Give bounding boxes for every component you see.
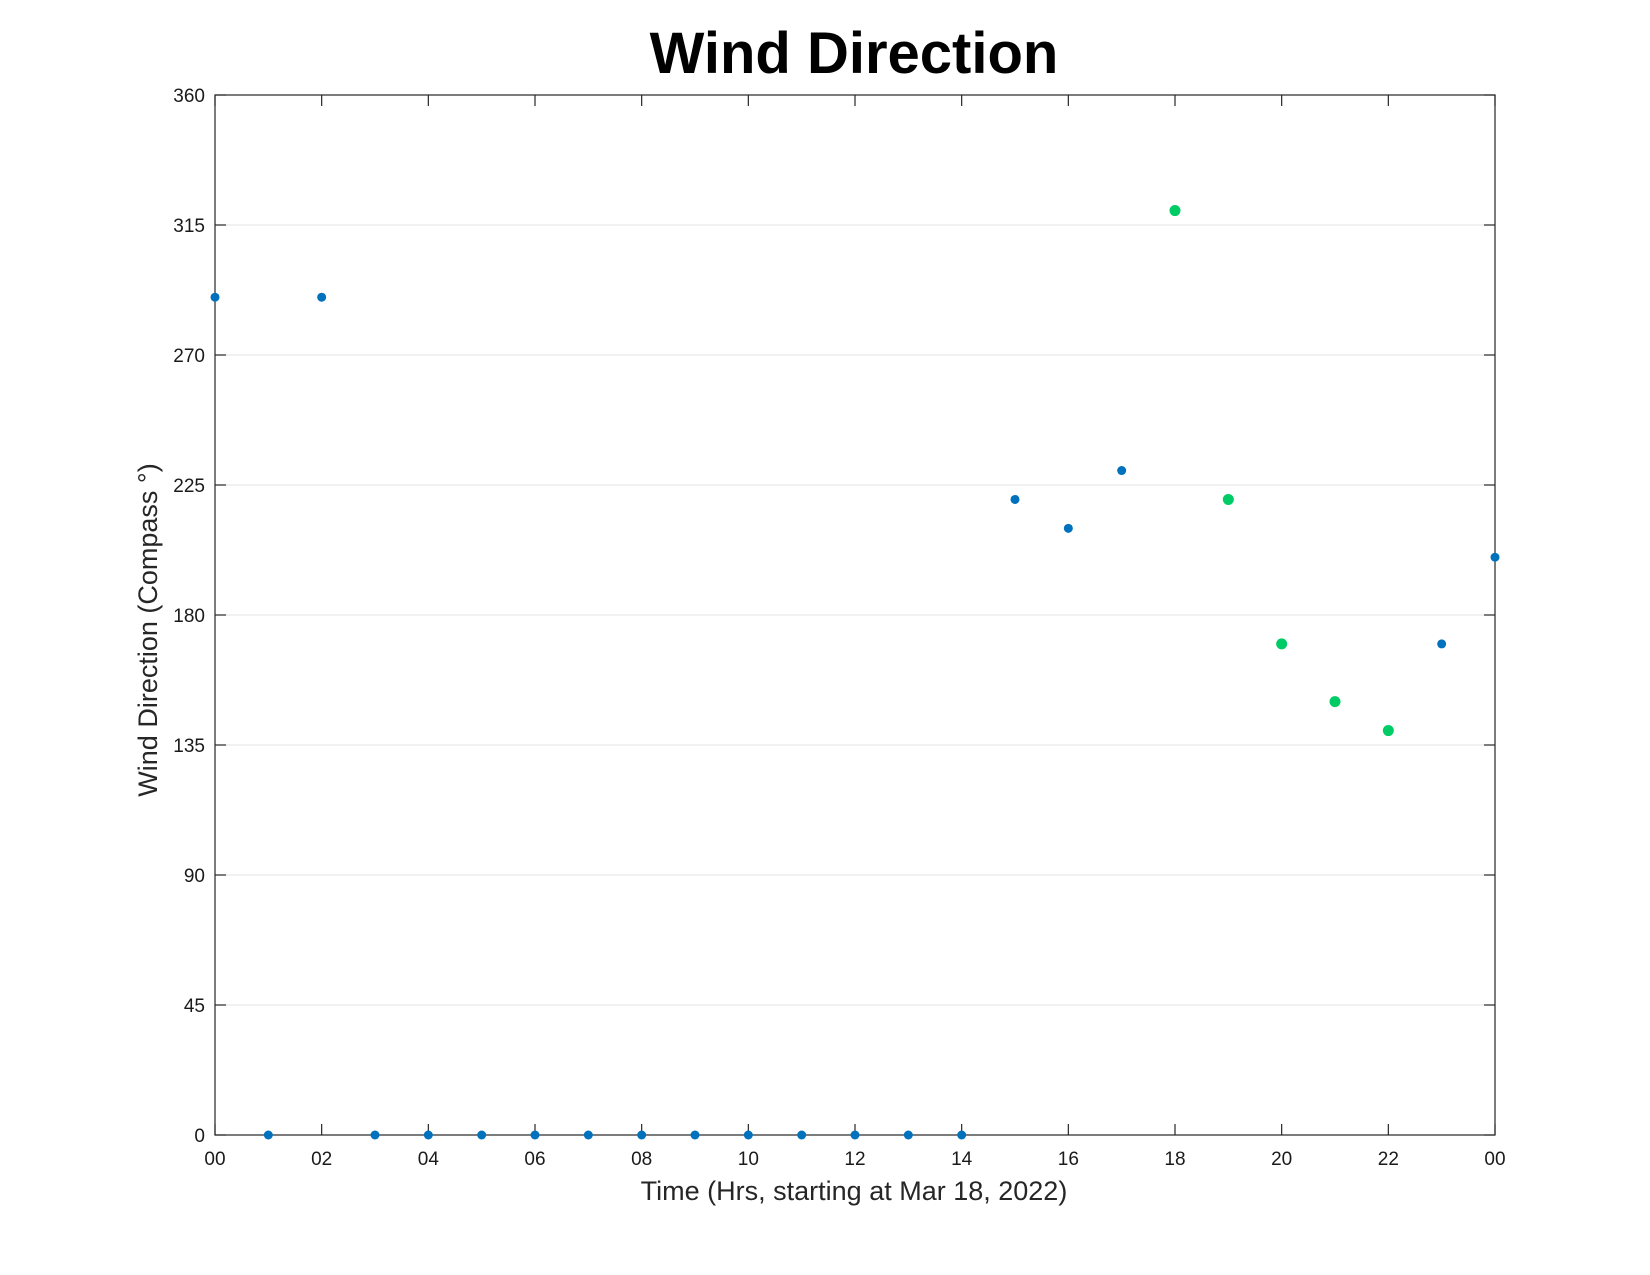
data-point xyxy=(850,1130,860,1140)
data-point xyxy=(903,1130,913,1140)
data-point xyxy=(797,1130,807,1140)
y-tick-label: 360 xyxy=(173,86,205,107)
data-point xyxy=(317,292,327,302)
x-tick-label: 16 xyxy=(1058,1149,1079,1170)
data-point xyxy=(1329,696,1341,708)
x-tick-label: 14 xyxy=(951,1149,973,1170)
x-tick-label: 08 xyxy=(631,1149,652,1170)
x-tick-label: 12 xyxy=(844,1149,865,1170)
data-point xyxy=(530,1130,540,1140)
data-point xyxy=(477,1130,487,1140)
data-point xyxy=(690,1130,700,1140)
data-point xyxy=(743,1130,753,1140)
x-tick-label: 22 xyxy=(1378,1149,1399,1170)
y-tick-label: 225 xyxy=(173,476,205,497)
x-tick-labels: 00 02 04 06 08 10 12 14 16 18 20 22 00 xyxy=(204,1149,1505,1170)
data-point xyxy=(1169,205,1181,217)
axis-ticks xyxy=(214,94,1496,1136)
x-tick-label: 06 xyxy=(524,1149,545,1170)
data-point xyxy=(263,1130,273,1140)
data-point xyxy=(1382,725,1394,737)
data-point xyxy=(1490,552,1500,562)
x-axis-label: Time (Hrs, starting at Mar 18, 2022) xyxy=(641,1176,1068,1206)
data-point xyxy=(1063,523,1073,533)
data-point xyxy=(1010,494,1020,504)
data-point xyxy=(583,1130,593,1140)
x-tick-label: 18 xyxy=(1164,1149,1185,1170)
data-point xyxy=(957,1130,967,1140)
y-tick-labels: 0 45 90 135 180 225 270 315 360 xyxy=(173,86,205,1147)
y-tick-label: 135 xyxy=(173,736,205,757)
x-tick-label: 10 xyxy=(738,1149,759,1170)
data-point xyxy=(423,1130,433,1140)
x-tick-label: 02 xyxy=(311,1149,332,1170)
x-tick-label: 04 xyxy=(418,1149,440,1170)
data-point xyxy=(370,1130,380,1140)
x-tick-label: 00 xyxy=(1484,1149,1505,1170)
chart-title: Wind Direction xyxy=(650,21,1059,86)
y-tick-label: 270 xyxy=(173,346,205,367)
x-tick-label: 20 xyxy=(1271,1149,1292,1170)
y-tick-label: 315 xyxy=(173,216,205,237)
x-tick-label: 00 xyxy=(204,1149,225,1170)
data-point xyxy=(1437,639,1447,649)
y-tick-label: 0 xyxy=(194,1126,205,1147)
data-point xyxy=(1222,493,1234,505)
data-point xyxy=(1276,638,1288,650)
gridlines xyxy=(215,224,1495,1006)
data-point xyxy=(1117,466,1127,476)
y-axis-label: Wind Direction (Compass °) xyxy=(133,463,163,796)
y-tick-label: 45 xyxy=(184,996,205,1017)
data-points xyxy=(210,205,1500,1140)
y-tick-label: 180 xyxy=(173,606,205,627)
data-point xyxy=(210,292,220,302)
y-tick-label: 90 xyxy=(184,866,205,887)
data-point xyxy=(637,1130,647,1140)
